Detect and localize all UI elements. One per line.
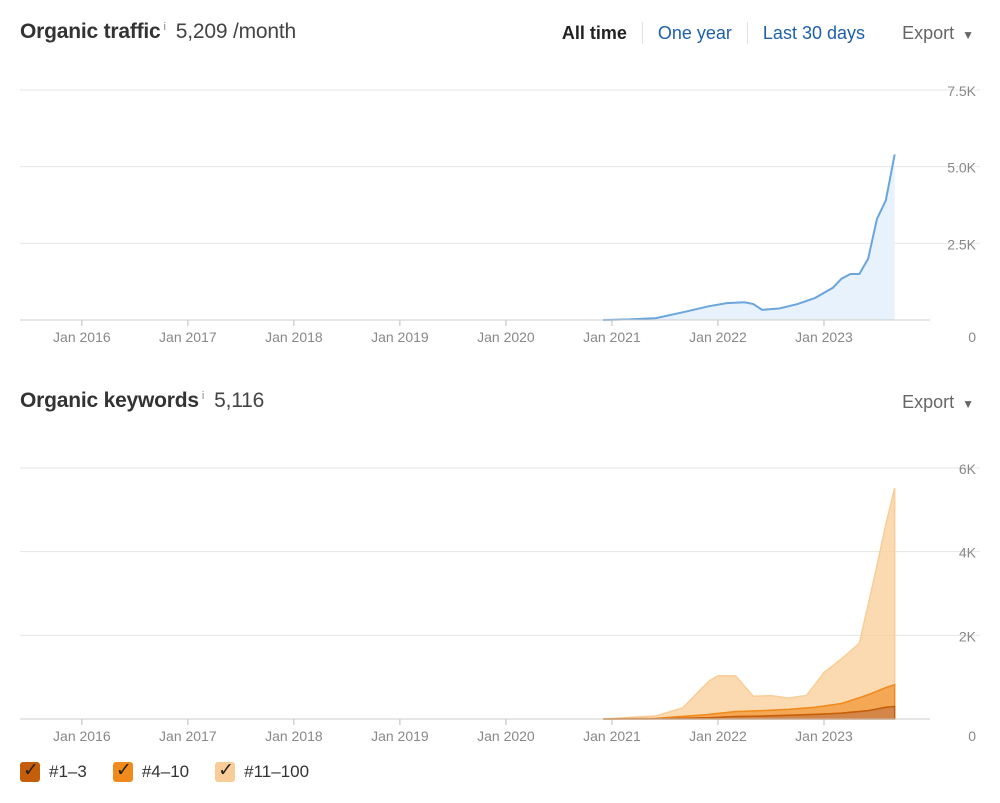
legend-item-top10[interactable]: ✓ #4–10 — [112, 760, 190, 782]
x-tick-label: Jan 2018 — [265, 728, 323, 744]
series-area — [603, 487, 896, 720]
keywords-legend: ✓ #1–3 ✓ #4–10 ✓ #11–100 — [20, 760, 335, 782]
y-tick-label: 2.5K — [947, 236, 976, 252]
tab-one-year[interactable]: One year — [643, 22, 748, 44]
y-tick-label: 0 — [968, 329, 976, 345]
keywords-value: 5,116 — [214, 389, 265, 412]
x-tick-label: Jan 2022 — [689, 329, 747, 345]
keywords-info-icon[interactable]: i — [201, 390, 205, 402]
x-tick-label: Jan 2021 — [583, 329, 641, 345]
x-tick-label: Jan 2021 — [583, 728, 641, 744]
series-line — [603, 154, 896, 321]
x-tick-label: Jan 2018 — [265, 329, 323, 345]
legend-label-top3: #1–3 — [49, 762, 87, 781]
y-tick-label: 5.0K — [947, 160, 976, 176]
x-tick-label: Jan 2023 — [795, 728, 853, 744]
legend-label-top10: #4–10 — [141, 762, 190, 781]
tab-all-time[interactable]: All time — [547, 22, 643, 44]
x-tick-label: Jan 2020 — [477, 329, 535, 345]
range-tabs: All time One year Last 30 days — [547, 22, 880, 44]
checkbox-top100[interactable]: ✓ — [215, 760, 236, 782]
y-tick-label: 6K — [959, 461, 977, 477]
x-tick-label: Jan 2017 — [159, 728, 217, 744]
keywords-export-label: Export — [902, 392, 955, 412]
x-tick-label: Jan 2016 — [53, 329, 111, 345]
keywords-chart: 0 2K 4K 6K Jan 2016 Jan 2017 Jan 2018 Jan 2019 J… — [20, 461, 980, 744]
traffic-chart: 0 2.5K 5.0K 7.5K Jan 2016 Jan 2017 Jan 2018 Jan… — [20, 83, 980, 345]
x-tick-label: Jan 2017 — [159, 329, 217, 345]
x-tick-label: Jan 2019 — [371, 329, 429, 345]
keywords-title: Organic keywords — [20, 389, 199, 412]
x-tick-label: Jan 2019 — [371, 728, 429, 744]
x-tick-label: Jan 2023 — [795, 329, 853, 345]
traffic-info-icon[interactable]: i — [163, 21, 166, 33]
tab-last-30-days[interactable]: Last 30 days — [762, 23, 865, 43]
check-icon: ✓ — [115, 760, 132, 781]
check-icon: ✓ — [23, 760, 39, 781]
y-tick-label: 0 — [968, 728, 976, 744]
series-area — [603, 154, 895, 320]
y-tick-label: 4K — [959, 545, 977, 561]
checkbox-top3[interactable]: ✓ — [20, 760, 40, 782]
traffic-header: Organic traffic i 5,209 /month All time On… — [20, 20, 980, 56]
keywords-header: Organic keywords i 5,116 Export ▼ — [20, 389, 980, 425]
x-tick-label: Jan 2022 — [689, 728, 747, 744]
y-tick-label: 7.5K — [947, 83, 976, 99]
traffic-export-button[interactable]: Export ▼ — [902, 22, 974, 46]
legend-item-top100[interactable]: ✓ #11–100 — [215, 760, 310, 782]
legend-item-top3[interactable]: ✓ #1–3 — [20, 760, 87, 782]
keywords-export-button[interactable]: Export ▼ — [902, 391, 974, 415]
traffic-value: 5,209 /month — [175, 20, 296, 43]
traffic-title: Organic traffic — [20, 20, 161, 43]
y-tick-label: 2K — [959, 628, 977, 644]
x-tick-label: Jan 2016 — [53, 728, 111, 744]
keywords-title-group: Organic keywords i 5,116 — [20, 389, 264, 413]
chevron-down-icon: ▼ — [962, 28, 974, 42]
traffic-title-group: Organic traffic i 5,209 /month — [20, 20, 296, 44]
checkbox-top10[interactable]: ✓ — [112, 760, 133, 782]
traffic-export-label: Export — [902, 23, 955, 43]
check-icon: ✓ — [218, 760, 235, 781]
chevron-down-icon: ▼ — [962, 397, 974, 411]
legend-label-top100: #11–100 — [244, 762, 310, 781]
x-tick-label: Jan 2020 — [477, 728, 535, 744]
